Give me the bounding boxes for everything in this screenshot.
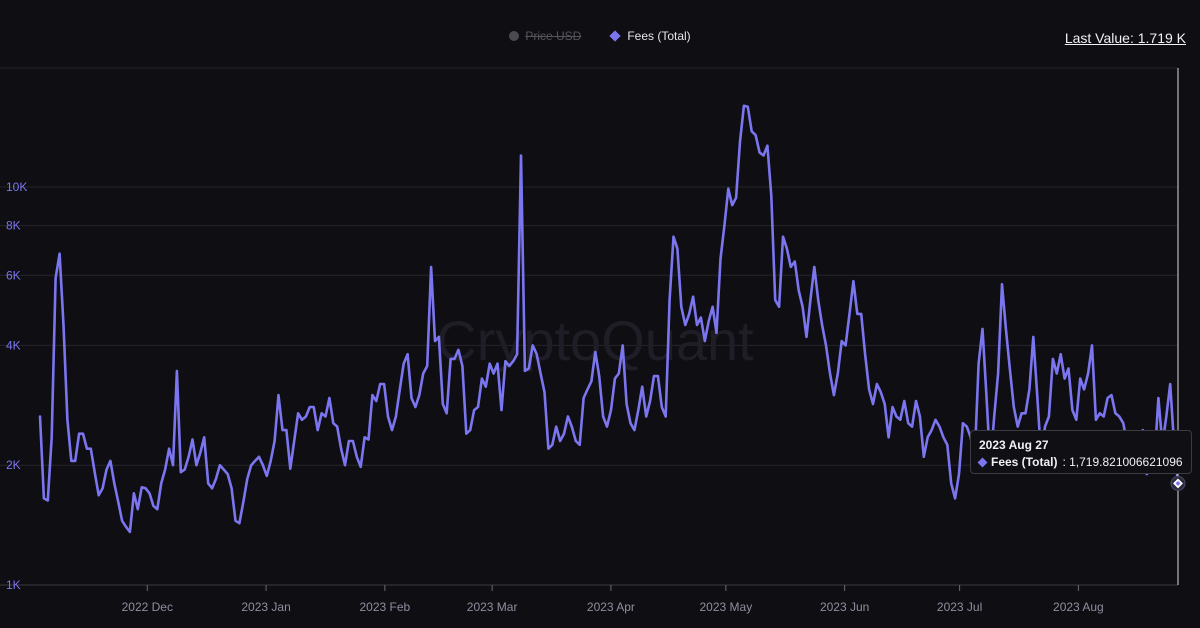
legend-circle-icon — [509, 31, 520, 41]
legend-price-label: Price USD — [525, 29, 582, 43]
x-tick-label: 2023 Jan — [241, 600, 290, 614]
legend-item-price-usd[interactable]: Price USD — [509, 29, 581, 43]
watermark-text: CryptoQuant — [436, 309, 754, 372]
x-tick-label: 2023 Jun — [820, 600, 869, 614]
tooltip-date: 2023 Aug 27 — [979, 438, 1049, 452]
x-tick-label: 2023 Aug — [1053, 600, 1104, 614]
y-tick-label: 2K — [6, 458, 21, 472]
x-tick-label: 2023 Feb — [359, 600, 410, 614]
legend-fees-label: Fees (Total) — [627, 29, 691, 43]
tooltip-row: Fees (Total) : 1,719.821006621096 — [977, 455, 1183, 469]
y-tick-label: 4K — [6, 338, 21, 352]
y-tick-label: 10K — [6, 180, 27, 194]
tooltip-diamond-icon — [977, 457, 988, 467]
x-tick-label: 2023 Mar — [467, 600, 518, 614]
chart-legend: Price USD Fees (Total) — [0, 29, 1200, 43]
tooltip-value: : 1,719.821006621096 — [1062, 455, 1183, 469]
x-tick-label: 2022 Dec — [122, 600, 173, 614]
y-tick-label: 1K — [6, 578, 21, 592]
x-tick-label: 2023 May — [700, 600, 753, 614]
last-value-link[interactable]: Last Value: 1.719 K — [1064, 30, 1186, 46]
x-tick-label: 2023 Apr — [587, 600, 635, 614]
x-tick-label: 2023 Jul — [937, 600, 982, 614]
legend-item-fees-total[interactable]: Fees (Total) — [609, 29, 691, 43]
hover-tooltip: 2023 Aug 27 Fees (Total) : 1,719.8210066… — [970, 430, 1192, 474]
tooltip-series-label: Fees (Total) — [991, 455, 1058, 469]
y-tick-label: 8K — [6, 219, 21, 233]
y-tick-label: 6K — [6, 268, 21, 282]
